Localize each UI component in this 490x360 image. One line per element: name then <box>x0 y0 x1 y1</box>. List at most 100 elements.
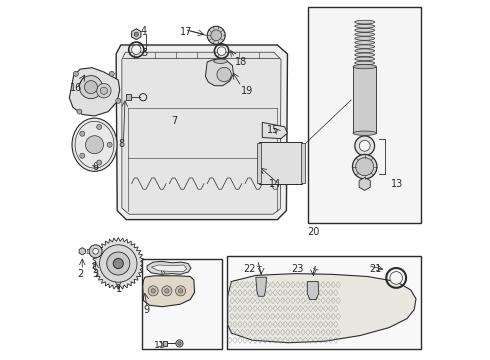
Text: 16: 16 <box>71 83 83 93</box>
Circle shape <box>113 258 123 269</box>
Circle shape <box>109 71 114 76</box>
Text: 12: 12 <box>288 148 300 158</box>
Circle shape <box>79 76 102 99</box>
Ellipse shape <box>355 53 374 57</box>
Text: 18: 18 <box>235 57 247 67</box>
Text: 13: 13 <box>391 179 403 189</box>
Circle shape <box>211 30 221 41</box>
Circle shape <box>107 142 112 147</box>
Circle shape <box>178 342 181 345</box>
Polygon shape <box>262 122 288 139</box>
Polygon shape <box>205 59 233 86</box>
Circle shape <box>77 109 82 114</box>
Ellipse shape <box>355 37 374 40</box>
Ellipse shape <box>356 158 374 176</box>
Circle shape <box>151 289 155 293</box>
Polygon shape <box>122 52 281 214</box>
Bar <box>353 67 376 133</box>
Ellipse shape <box>355 49 374 53</box>
Circle shape <box>217 67 231 82</box>
Circle shape <box>97 84 111 98</box>
Ellipse shape <box>390 271 402 284</box>
Text: 4: 4 <box>141 26 147 36</box>
Polygon shape <box>132 29 141 40</box>
Ellipse shape <box>355 57 374 61</box>
Circle shape <box>134 32 139 36</box>
Polygon shape <box>143 276 195 307</box>
Text: 23: 23 <box>291 264 303 274</box>
Ellipse shape <box>355 136 374 156</box>
Bar <box>143 259 221 349</box>
Polygon shape <box>92 238 144 289</box>
Polygon shape <box>69 68 120 116</box>
Text: 9: 9 <box>144 305 149 315</box>
Text: 20: 20 <box>307 227 319 237</box>
Bar <box>259 142 302 184</box>
Ellipse shape <box>352 154 377 179</box>
Text: 6: 6 <box>93 162 99 172</box>
Polygon shape <box>147 261 191 274</box>
Circle shape <box>175 286 186 296</box>
Ellipse shape <box>359 140 370 151</box>
Circle shape <box>89 245 102 258</box>
Text: 1: 1 <box>116 284 122 294</box>
Circle shape <box>107 252 130 275</box>
Circle shape <box>80 153 85 158</box>
Ellipse shape <box>355 24 374 28</box>
Polygon shape <box>79 248 85 255</box>
Bar <box>257 143 261 183</box>
Ellipse shape <box>355 32 374 36</box>
Circle shape <box>97 125 102 130</box>
Text: 21: 21 <box>369 264 381 274</box>
Polygon shape <box>359 177 370 190</box>
Text: 10: 10 <box>160 275 172 284</box>
Text: 19: 19 <box>242 86 254 96</box>
Circle shape <box>86 136 103 154</box>
Text: 5: 5 <box>142 48 148 58</box>
Circle shape <box>74 71 78 76</box>
Circle shape <box>178 289 183 293</box>
Ellipse shape <box>355 20 374 24</box>
Text: 11: 11 <box>154 341 166 350</box>
Circle shape <box>84 81 98 94</box>
Ellipse shape <box>353 64 376 69</box>
Ellipse shape <box>355 28 374 32</box>
Polygon shape <box>228 274 416 343</box>
Polygon shape <box>256 277 267 296</box>
Circle shape <box>176 340 183 347</box>
Polygon shape <box>151 265 187 271</box>
Ellipse shape <box>355 41 374 44</box>
Text: 3: 3 <box>93 269 98 279</box>
Ellipse shape <box>132 45 141 54</box>
Ellipse shape <box>214 59 227 63</box>
Circle shape <box>100 87 107 94</box>
Circle shape <box>97 160 102 165</box>
Ellipse shape <box>72 118 117 171</box>
Ellipse shape <box>353 131 376 135</box>
Bar <box>301 143 305 183</box>
Text: 15: 15 <box>268 125 280 135</box>
Text: 14: 14 <box>269 179 281 189</box>
Text: 22: 22 <box>243 264 256 274</box>
Ellipse shape <box>217 47 226 55</box>
Circle shape <box>207 26 225 44</box>
Ellipse shape <box>355 61 374 65</box>
Circle shape <box>93 248 98 254</box>
Bar <box>227 256 421 349</box>
Bar <box>308 7 421 223</box>
Text: 8: 8 <box>118 139 124 149</box>
Text: 17: 17 <box>180 27 193 37</box>
Circle shape <box>148 286 158 296</box>
Ellipse shape <box>355 45 374 49</box>
Polygon shape <box>116 45 288 220</box>
Polygon shape <box>307 282 319 300</box>
Bar <box>126 94 131 100</box>
Text: 7: 7 <box>171 116 177 126</box>
Circle shape <box>165 289 169 293</box>
Circle shape <box>162 286 172 296</box>
Circle shape <box>116 98 121 103</box>
Text: 2: 2 <box>78 269 84 279</box>
Bar <box>163 341 167 346</box>
Circle shape <box>99 245 137 282</box>
Circle shape <box>80 131 85 136</box>
